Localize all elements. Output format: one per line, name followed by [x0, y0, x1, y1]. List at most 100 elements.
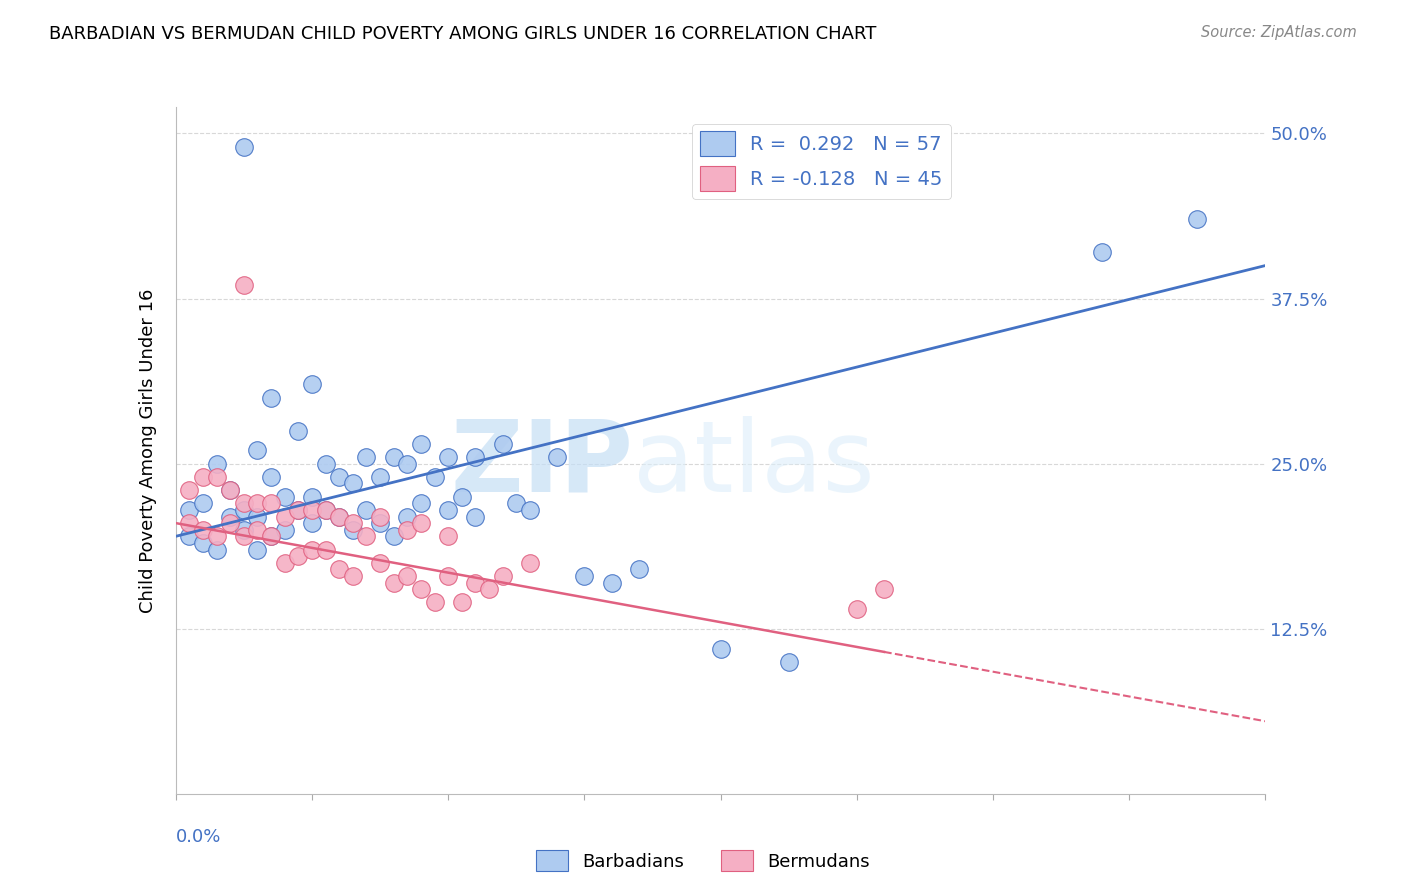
- Point: [423, 470, 446, 484]
- Point: [437, 569, 460, 583]
- Point: [492, 437, 515, 451]
- Point: [287, 503, 309, 517]
- Point: [368, 509, 391, 524]
- Point: [191, 470, 214, 484]
- Point: [546, 450, 568, 464]
- Point: [450, 490, 472, 504]
- Point: [396, 509, 419, 524]
- Point: [328, 470, 350, 484]
- Point: [315, 503, 337, 517]
- Point: [873, 582, 896, 596]
- Point: [219, 483, 242, 497]
- Text: 0.0%: 0.0%: [176, 828, 221, 847]
- Point: [396, 457, 419, 471]
- Point: [519, 503, 541, 517]
- Point: [274, 490, 297, 504]
- Point: [356, 503, 378, 517]
- Point: [1187, 212, 1209, 227]
- Point: [368, 556, 391, 570]
- Point: [315, 457, 337, 471]
- Point: [287, 503, 309, 517]
- Point: [464, 575, 486, 590]
- Text: atlas: atlas: [633, 416, 875, 513]
- Text: BARBADIAN VS BERMUDAN CHILD POVERTY AMONG GIRLS UNDER 16 CORRELATION CHART: BARBADIAN VS BERMUDAN CHILD POVERTY AMON…: [49, 25, 876, 43]
- Point: [232, 278, 254, 293]
- Point: [260, 529, 283, 543]
- Point: [232, 139, 254, 153]
- Point: [179, 529, 201, 543]
- Point: [232, 496, 254, 510]
- Point: [301, 377, 323, 392]
- Point: [301, 503, 323, 517]
- Point: [205, 457, 228, 471]
- Text: Source: ZipAtlas.com: Source: ZipAtlas.com: [1201, 25, 1357, 40]
- Point: [191, 496, 214, 510]
- Point: [478, 582, 501, 596]
- Point: [437, 503, 460, 517]
- Point: [260, 391, 283, 405]
- Point: [710, 641, 733, 656]
- Point: [328, 509, 350, 524]
- Point: [246, 542, 269, 557]
- Point: [382, 575, 405, 590]
- Point: [342, 569, 364, 583]
- Point: [179, 483, 201, 497]
- Point: [179, 503, 201, 517]
- Point: [519, 556, 541, 570]
- Point: [260, 470, 283, 484]
- Legend: R =  0.292   N = 57, R = -0.128   N = 45: R = 0.292 N = 57, R = -0.128 N = 45: [692, 124, 950, 199]
- Point: [274, 509, 297, 524]
- Point: [437, 450, 460, 464]
- Point: [232, 523, 254, 537]
- Point: [409, 496, 432, 510]
- Point: [409, 582, 432, 596]
- Point: [1091, 245, 1114, 260]
- Point: [315, 503, 337, 517]
- Point: [232, 503, 254, 517]
- Point: [301, 490, 323, 504]
- Point: [396, 569, 419, 583]
- Point: [205, 529, 228, 543]
- Point: [191, 536, 214, 550]
- Point: [315, 542, 337, 557]
- Point: [219, 516, 242, 530]
- Point: [274, 556, 297, 570]
- Point: [396, 523, 419, 537]
- Point: [778, 655, 800, 669]
- Point: [260, 529, 283, 543]
- Point: [205, 542, 228, 557]
- Point: [260, 496, 283, 510]
- Text: ZIP: ZIP: [450, 416, 633, 513]
- Point: [342, 516, 364, 530]
- Point: [232, 529, 254, 543]
- Point: [600, 575, 623, 590]
- Point: [301, 516, 323, 530]
- Point: [246, 496, 269, 510]
- Point: [287, 549, 309, 563]
- Point: [464, 509, 486, 524]
- Point: [191, 523, 214, 537]
- Point: [219, 509, 242, 524]
- Point: [356, 529, 378, 543]
- Point: [274, 523, 297, 537]
- Point: [845, 602, 868, 616]
- Point: [328, 562, 350, 576]
- Point: [505, 496, 527, 510]
- Point: [368, 516, 391, 530]
- Point: [328, 509, 350, 524]
- Point: [450, 595, 472, 609]
- Point: [205, 470, 228, 484]
- Point: [409, 516, 432, 530]
- Point: [246, 523, 269, 537]
- Point: [382, 450, 405, 464]
- Point: [368, 470, 391, 484]
- Point: [301, 542, 323, 557]
- Legend: Barbadians, Bermudans: Barbadians, Bermudans: [529, 843, 877, 879]
- Point: [246, 509, 269, 524]
- Point: [627, 562, 650, 576]
- Point: [246, 443, 269, 458]
- Point: [409, 437, 432, 451]
- Point: [342, 523, 364, 537]
- Point: [574, 569, 596, 583]
- Point: [179, 516, 201, 530]
